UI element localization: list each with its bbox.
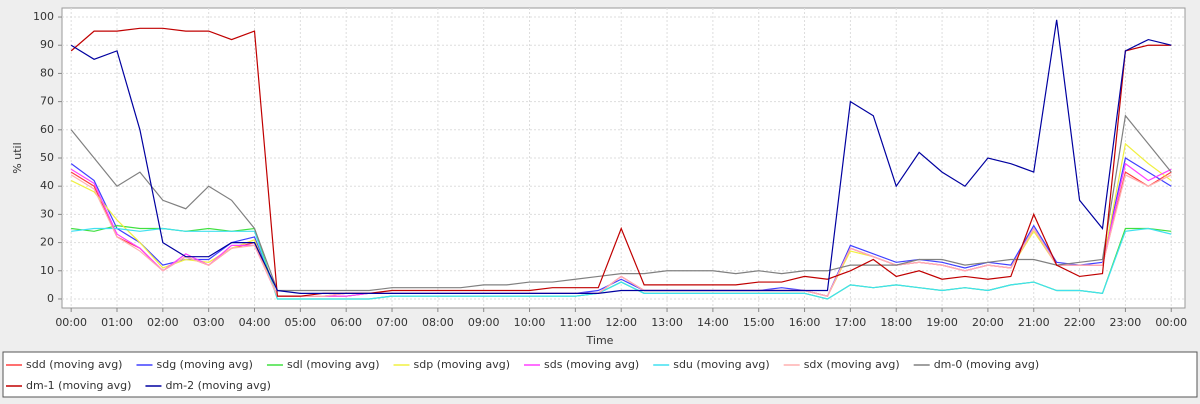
legend-label: sdl (moving avg) xyxy=(287,358,380,371)
legend-label: sdp (moving avg) xyxy=(414,358,510,371)
legend-label: dm-2 (moving avg) xyxy=(165,379,270,392)
y-tick-label: 70 xyxy=(40,95,54,108)
y-axis-label: % util xyxy=(11,142,24,173)
x-tick-label: 17:00 xyxy=(835,316,867,329)
series-line xyxy=(71,227,1172,300)
x-tick-label: 18:00 xyxy=(880,316,912,329)
x-tick-label: 15:00 xyxy=(743,316,775,329)
x-tick-label: 12:00 xyxy=(605,316,637,329)
x-tick-label: 06:00 xyxy=(330,316,362,329)
y-tick-label: 20 xyxy=(40,236,54,249)
x-axis-label: Time xyxy=(586,334,614,347)
legend-label: sdd (moving avg) xyxy=(26,358,122,371)
x-tick-label: 20:00 xyxy=(972,316,1004,329)
y-tick-label: 50 xyxy=(40,151,54,164)
x-tick-label: 05:00 xyxy=(284,316,316,329)
legend-label: sdu (moving avg) xyxy=(673,358,769,371)
series-line xyxy=(70,174,1172,297)
x-tick-label: 02:00 xyxy=(147,316,179,329)
x-tick-label: 03:00 xyxy=(193,316,225,329)
x-tick-label: 19:00 xyxy=(926,316,958,329)
x-tick-label: 01:00 xyxy=(101,316,133,329)
y-tick-label: 40 xyxy=(40,179,54,192)
legend-label: dm-0 (moving avg) xyxy=(934,358,1039,371)
x-tick-label: 11:00 xyxy=(560,316,592,329)
x-tick-label: 08:00 xyxy=(422,316,454,329)
legend-label: sdx (moving avg) xyxy=(804,358,900,371)
series-line xyxy=(70,114,1172,292)
legend-box xyxy=(2,351,1198,398)
x-tick-label: 16:00 xyxy=(789,316,821,329)
y-tick-label: 10 xyxy=(40,264,54,277)
y-tick-label: 60 xyxy=(40,123,54,136)
x-tick-label: 00:00 xyxy=(55,316,87,329)
x-tick-label: 21:00 xyxy=(1018,316,1050,329)
series-line xyxy=(70,27,1172,297)
x-tick-label: 07:00 xyxy=(376,316,408,329)
x-tick-label: 23:00 xyxy=(1110,316,1142,329)
y-tick-label: 90 xyxy=(40,38,54,51)
x-tick-label: 00:00 xyxy=(1155,316,1187,329)
x-tick-label: 09:00 xyxy=(468,316,500,329)
x-tick-label: 04:00 xyxy=(239,316,271,329)
legend-label: sdg (moving avg) xyxy=(156,358,252,371)
y-tick-label: 30 xyxy=(40,207,54,220)
series-line xyxy=(70,19,1172,294)
x-tick-label: 13:00 xyxy=(651,316,683,329)
y-tick-label: 100 xyxy=(33,10,54,23)
y-tick-label: 0 xyxy=(47,292,54,305)
x-tick-label: 14:00 xyxy=(697,316,729,329)
legend-label: dm-1 (moving avg) xyxy=(26,379,131,392)
y-tick-label: 80 xyxy=(40,66,54,79)
x-tick-label: 22:00 xyxy=(1064,316,1096,329)
legend-label: sds (moving avg) xyxy=(544,358,639,371)
x-tick-label: 10:00 xyxy=(514,316,546,329)
